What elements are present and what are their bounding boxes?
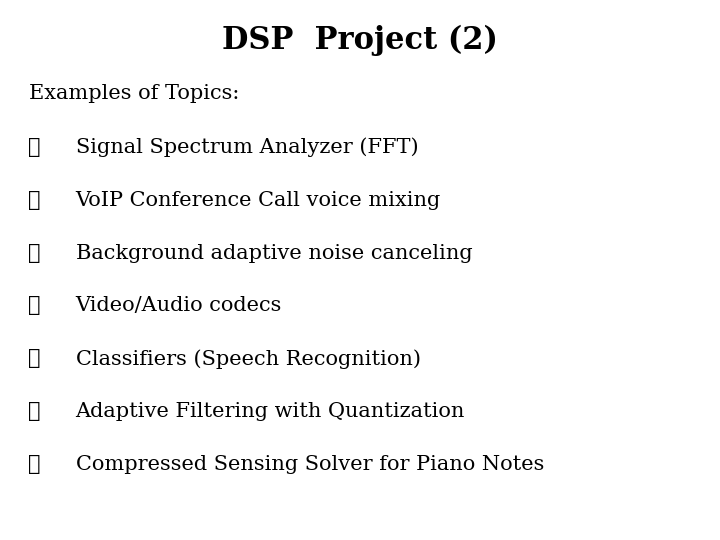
Text: VoIP Conference Call voice mixing: VoIP Conference Call voice mixing [76,191,441,210]
Text: ✓: ✓ [28,455,41,474]
Text: Background adaptive noise canceling: Background adaptive noise canceling [76,244,472,262]
Text: Examples of Topics:: Examples of Topics: [29,84,239,103]
Text: ✓: ✓ [28,402,41,421]
Text: ✓: ✓ [28,191,41,210]
Text: Classifiers (Speech Recognition): Classifiers (Speech Recognition) [76,349,420,369]
Text: ✓: ✓ [28,296,41,315]
Text: Compressed Sensing Solver for Piano Notes: Compressed Sensing Solver for Piano Note… [76,455,544,474]
Text: Signal Spectrum Analyzer (FFT): Signal Spectrum Analyzer (FFT) [76,138,418,157]
Text: ✓: ✓ [28,138,41,157]
Text: Adaptive Filtering with Quantization: Adaptive Filtering with Quantization [76,402,465,421]
Text: ✓: ✓ [28,244,41,262]
Text: DSP  Project (2): DSP Project (2) [222,24,498,56]
Text: Video/Audio codecs: Video/Audio codecs [76,296,282,315]
Text: ✓: ✓ [28,349,41,368]
